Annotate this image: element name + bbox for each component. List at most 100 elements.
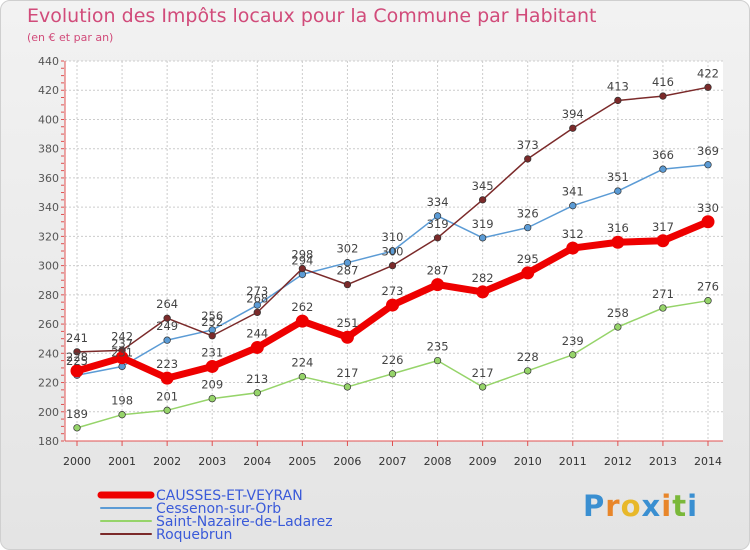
y-tick-label: 180 (38, 435, 59, 448)
legend-label: CAUSSES-ET-VEYRAN (156, 488, 303, 504)
data-point (343, 259, 352, 267)
x-tick-label: 2004 (243, 455, 271, 468)
data-label: 258 (607, 306, 629, 320)
data-point (386, 298, 399, 312)
data-label: 294 (291, 253, 313, 267)
data-label: 282 (472, 271, 494, 285)
data-point (704, 83, 712, 91)
data-point (569, 124, 577, 132)
data-point (524, 223, 532, 232)
data-point (569, 202, 577, 210)
data-point (478, 383, 487, 391)
data-label: 341 (562, 185, 584, 199)
data-label: 242 (111, 329, 133, 343)
logo-letter: i (687, 489, 699, 523)
data-label: 369 (697, 144, 719, 158)
data-label: 273 (382, 284, 404, 298)
data-point (73, 348, 81, 356)
y-tick-label: 320 (38, 230, 59, 243)
data-label: 231 (111, 345, 133, 359)
data-point (298, 264, 307, 273)
data-label: 300 (382, 245, 404, 259)
data-label: 310 (382, 230, 404, 244)
legend-label: Cessenon-sur-Orb (156, 501, 281, 517)
data-point (163, 314, 171, 322)
data-point (478, 196, 487, 204)
data-point (295, 314, 309, 328)
data-point (566, 241, 580, 255)
data-point (524, 367, 532, 375)
data-label: 256 (201, 309, 223, 323)
data-point (115, 351, 129, 365)
data-label: 394 (562, 107, 584, 121)
data-label: 264 (156, 297, 178, 311)
data-label: 287 (336, 264, 358, 278)
logo-letter: r (605, 489, 621, 523)
data-label: 276 (697, 280, 719, 294)
data-point (614, 323, 622, 331)
x-tick-label: 2006 (333, 455, 361, 468)
data-point (569, 351, 577, 359)
data-label: 189 (66, 407, 88, 421)
data-point (343, 383, 352, 391)
data-label: 223 (156, 357, 178, 371)
data-point (118, 411, 126, 419)
data-point (656, 234, 670, 248)
logo-letter: P (583, 489, 606, 523)
data-label: 295 (517, 252, 539, 266)
data-point (659, 92, 667, 100)
y-tick-label: 340 (38, 201, 59, 214)
data-label: 228 (66, 350, 88, 364)
data-label: 268 (246, 291, 268, 305)
proxiti-logo: Proxiti (583, 489, 698, 523)
data-point (614, 96, 622, 105)
data-label: 231 (201, 345, 223, 359)
x-tick-label: 2013 (649, 455, 677, 468)
data-point (388, 261, 397, 270)
series-causses-et-veyran (70, 215, 715, 385)
data-point (476, 285, 490, 299)
data-label: 330 (697, 201, 719, 215)
data-point (253, 301, 261, 309)
data-label: 422 (697, 66, 719, 80)
logo-letter: o (620, 489, 642, 523)
legend-label: Roquebrun (156, 527, 232, 543)
y-tick-label: 380 (38, 143, 59, 156)
y-tick-label: 300 (38, 260, 59, 273)
y-tick-label: 440 (38, 55, 59, 68)
x-tick-label: 2009 (469, 455, 497, 468)
data-label: 351 (607, 170, 629, 184)
series-saint-nazaire-de-ladarez (73, 297, 712, 432)
data-label: 316 (607, 221, 629, 235)
legend-label: Saint-Nazaire-de-Ladarez (156, 514, 333, 530)
data-label: 416 (652, 75, 674, 89)
data-label: 302 (336, 242, 358, 256)
y-tick-label: 240 (38, 347, 59, 360)
data-point (614, 187, 622, 195)
x-tick-label: 2010 (514, 455, 542, 468)
data-point (208, 394, 216, 403)
data-label: 373 (517, 138, 539, 152)
x-tick-label: 2012 (604, 455, 632, 468)
logo-letter: i (661, 489, 673, 523)
logo-letter: t (672, 489, 688, 523)
data-point (433, 212, 442, 220)
x-tick-label: 2014 (694, 455, 722, 468)
data-point (388, 247, 397, 255)
data-label: 366 (652, 148, 674, 162)
data-label: 226 (382, 353, 404, 367)
x-tick-label: 2007 (379, 455, 407, 468)
data-label: 312 (562, 227, 584, 241)
data-point (73, 424, 81, 432)
data-label: 287 (427, 264, 449, 278)
data-point (433, 234, 442, 242)
data-label: 239 (562, 334, 584, 348)
y-tick-label: 360 (38, 172, 59, 185)
data-label: 235 (427, 340, 449, 354)
data-label: 345 (472, 179, 494, 193)
x-tick-label: 2005 (288, 455, 316, 468)
data-point (298, 373, 307, 381)
x-tick-label: 2003 (198, 455, 226, 468)
data-label: 251 (336, 316, 358, 330)
